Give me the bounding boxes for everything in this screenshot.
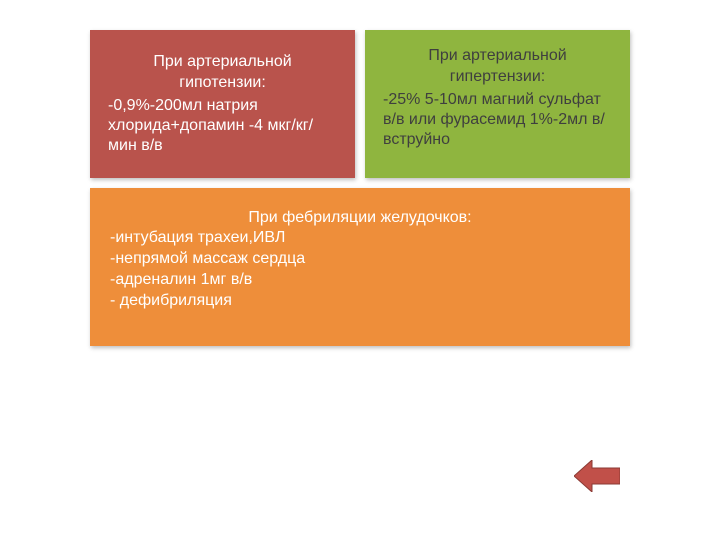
panel-fibrillation: При фебриляции желудочков: -интубация тр… [90,188,630,346]
panel-hypotension: При артериальной гипотензии: -0,9%-200мл… [90,30,355,178]
slide-content: При артериальной гипотензии: -0,9%-200мл… [90,30,630,346]
panel-fibrillation-body: -интубация трахеи,ИВЛ -непрямой массаж с… [110,228,610,311]
panel-hypotension-title: При артериальной гипотензии: [108,52,337,94]
back-arrow-button[interactable] [574,460,620,492]
panel-hypotension-body: -0,9%-200мл натрия хлорида+допамин -4 мк… [108,96,337,156]
panel-hypertension: При артериальной гипертензии: -25% 5-10м… [365,30,630,178]
top-row: При артериальной гипотензии: -0,9%-200мл… [90,30,630,178]
panel-hypertension-body: -25% 5-10мл магний сульфат в/в или фурас… [383,90,612,150]
arrow-left-icon [574,460,620,492]
panel-fibrillation-title: При фебриляции желудочков: [110,208,610,229]
panel-hypertension-title: При артериальной гипертензии: [383,46,612,88]
